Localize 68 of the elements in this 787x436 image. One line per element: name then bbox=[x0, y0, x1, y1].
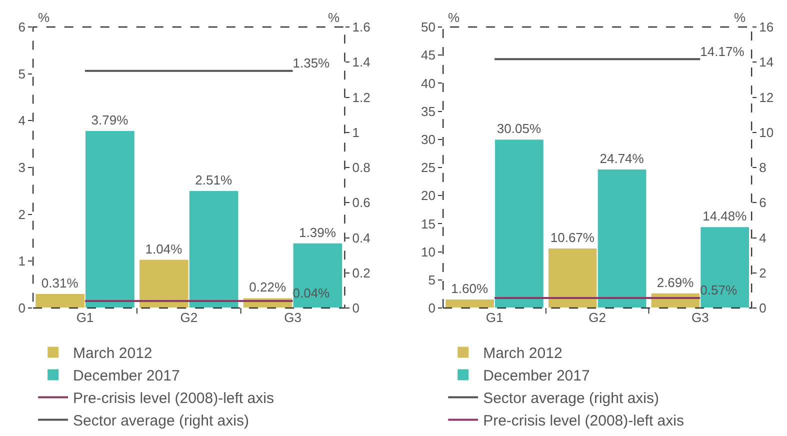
y-tick-label: 0 bbox=[428, 300, 436, 316]
y2-tick-label: 6 bbox=[759, 195, 766, 210]
y2-tick-label: 10 bbox=[759, 124, 774, 140]
data-label: 3.79% bbox=[91, 112, 129, 128]
y-axis-title: % bbox=[448, 10, 460, 25]
y2-tick-label: 0 bbox=[352, 300, 360, 316]
y2-axis-title: % bbox=[734, 10, 746, 25]
y2-tick-label: 0.6 bbox=[352, 195, 370, 210]
data-label: 14.48% bbox=[702, 208, 748, 224]
data-label: 1.35% bbox=[292, 56, 330, 71]
y-axis-title: % bbox=[38, 10, 50, 25]
y-tick-label: 4 bbox=[18, 113, 26, 128]
y2-tick-label: 0.8 bbox=[352, 160, 370, 176]
y-tick-label: 30 bbox=[421, 132, 436, 147]
legend-label: Sector average (right axis) bbox=[73, 412, 249, 430]
data-label: 0.31% bbox=[41, 275, 79, 290]
y-tick-label: 3 bbox=[18, 160, 26, 176]
y2-tick-label: 4 bbox=[759, 230, 766, 246]
x-tick-label: G2 bbox=[588, 310, 606, 325]
y-tick-label: 15 bbox=[421, 216, 436, 232]
y2-tick-label: 0.2 bbox=[352, 265, 370, 280]
data-label: 10.67% bbox=[550, 230, 595, 246]
data-label: 1.39% bbox=[299, 224, 336, 240]
data-label: 14.17% bbox=[700, 44, 745, 59]
legend-label: March 2012 bbox=[483, 345, 562, 362]
data-label: 30.05% bbox=[496, 121, 542, 136]
data-label: 1.04% bbox=[145, 241, 183, 256]
y-tick-label: 50 bbox=[421, 20, 436, 35]
y2-tick-label: 0 bbox=[759, 300, 766, 316]
legend-label: Pre-crisis level (2008)-left axis bbox=[483, 412, 684, 430]
y2-tick-label: 0.4 bbox=[352, 230, 370, 246]
legend-label: December 2017 bbox=[73, 368, 180, 385]
y-tick-label: 20 bbox=[421, 188, 436, 204]
data-label: 2.51% bbox=[195, 172, 232, 188]
y-tick-label: 45 bbox=[421, 48, 436, 63]
data-label: 0.22% bbox=[249, 280, 286, 295]
x-tick-label: G1 bbox=[486, 310, 504, 325]
y-tick-label: 1 bbox=[18, 254, 26, 269]
y2-tick-label: 12 bbox=[759, 90, 774, 105]
x-tick-label: G3 bbox=[284, 310, 302, 325]
data-label: 2.69% bbox=[656, 274, 694, 290]
y2-axis-title: % bbox=[328, 10, 340, 25]
y-tick-label: 40 bbox=[421, 76, 436, 91]
legend-label: March 2012 bbox=[73, 345, 152, 362]
y2-tick-label: 2 bbox=[759, 265, 766, 280]
data-label: 1.60% bbox=[451, 281, 488, 296]
x-tick-label: G1 bbox=[76, 310, 94, 325]
y2-tick-label: 1 bbox=[352, 124, 360, 140]
y-tick-label: 35 bbox=[421, 104, 436, 119]
legend-label: December 2017 bbox=[483, 368, 590, 385]
data-label: 24.74% bbox=[600, 150, 644, 166]
y-tick-label: 5 bbox=[18, 66, 26, 82]
y-tick-label: 0 bbox=[18, 300, 26, 316]
y2-tick-label: 16 bbox=[759, 20, 774, 35]
y-tick-label: 10 bbox=[421, 244, 436, 260]
legend-label: Pre-crisis level (2008)-left axis bbox=[73, 390, 274, 408]
y-tick-label: 2 bbox=[18, 206, 26, 222]
y-tick-label: 5 bbox=[428, 272, 436, 288]
legend-label: Sector average (right axis) bbox=[483, 390, 659, 408]
y2-tick-label: 1.2 bbox=[352, 90, 370, 105]
x-tick-label: G2 bbox=[180, 310, 198, 325]
y2-tick-label: 8 bbox=[759, 160, 766, 176]
y2-tick-label: 14 bbox=[759, 54, 774, 70]
y-tick-label: 25 bbox=[421, 160, 436, 176]
y-tick-label: 6 bbox=[18, 20, 26, 35]
y2-tick-label: 1.4 bbox=[352, 54, 370, 70]
y2-tick-label: 1.6 bbox=[352, 20, 370, 35]
x-tick-label: G3 bbox=[692, 310, 709, 325]
